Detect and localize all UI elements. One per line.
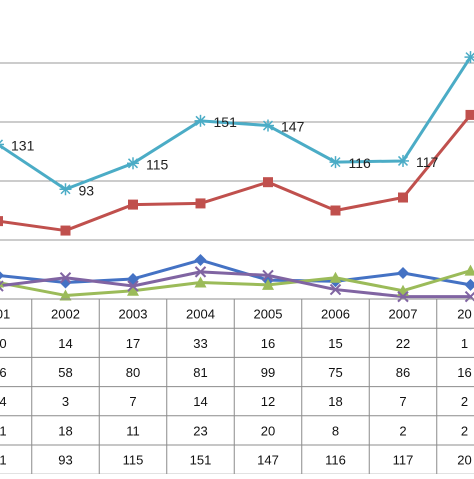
table-cell: 99 (261, 365, 275, 380)
star-marker (127, 157, 139, 169)
table-cell: 14 (193, 394, 207, 409)
table-cell: 14 (58, 336, 72, 351)
table-cell: 0 (0, 336, 7, 351)
square-marker (466, 110, 474, 120)
table-cell: 20 (261, 423, 275, 438)
square-marker (331, 206, 341, 216)
table-header-cell: 2003 (119, 307, 148, 322)
table-cell: 147 (257, 453, 279, 468)
square-marker (0, 216, 3, 226)
data-label: 93 (79, 182, 95, 198)
star-marker (330, 156, 342, 168)
table-header-cell: 2007 (389, 307, 418, 322)
data-table: 0120022003200420052006200720014173316152… (0, 299, 474, 474)
table-cell: 1 (0, 423, 7, 438)
data-label: 115 (146, 156, 169, 172)
data-label: 116 (349, 155, 372, 171)
table-header-cell: 01 (0, 307, 10, 322)
star-marker (60, 183, 72, 195)
table-header-cell: 20 (457, 307, 471, 322)
table-cell: 80 (126, 365, 140, 380)
table-cell: 33 (193, 336, 207, 351)
series-markers (0, 51, 474, 302)
table-cell: 8 (332, 423, 339, 438)
table-cell: 16 (457, 365, 471, 380)
star-marker (397, 155, 409, 167)
diamond-marker (0, 269, 4, 281)
table-cell: 115 (123, 453, 144, 468)
table-header-cell: 2004 (186, 307, 215, 322)
table-cell: 2 (399, 423, 406, 438)
table-header-cell: 2005 (254, 307, 283, 322)
table-cell: 86 (396, 365, 410, 380)
data-label: 117 (416, 154, 439, 170)
series-line (0, 115, 471, 231)
table-cell: 116 (325, 453, 346, 468)
table-cell: 151 (190, 453, 212, 468)
table-cell: 6 (0, 365, 7, 380)
series-lines (0, 57, 471, 297)
table-cell: 3 (62, 394, 69, 409)
table-cell: 22 (396, 336, 410, 351)
star-marker (262, 120, 274, 132)
table-cell: 12 (261, 394, 275, 409)
diamond-marker (465, 279, 474, 291)
table-cell: 18 (328, 394, 342, 409)
table-cell: 2 (461, 423, 468, 438)
triangle-marker (465, 265, 474, 276)
table-header-cell: 2006 (321, 307, 350, 322)
table-cell: 20 (457, 453, 471, 468)
table-cell: 17 (126, 336, 140, 351)
diamond-marker (195, 254, 207, 266)
table-cell: 23 (193, 423, 207, 438)
table-cell: 18 (58, 423, 72, 438)
table-cell: 7 (399, 394, 406, 409)
diamond-marker (397, 267, 409, 279)
square-marker (196, 198, 206, 208)
square-marker (61, 226, 71, 236)
data-label: 151 (214, 114, 238, 130)
table-cell: 15 (328, 336, 342, 351)
square-marker (398, 193, 408, 203)
table-cell: 58 (58, 365, 72, 380)
table-cell: 7 (129, 394, 136, 409)
table-cell: 2 (461, 394, 468, 409)
table-cell: 75 (328, 365, 342, 380)
table-cell: 1 (0, 453, 7, 468)
star-marker (195, 115, 207, 127)
table-cell: 93 (58, 453, 72, 468)
data-label: 147 (281, 119, 305, 135)
data-label: 131 (11, 137, 35, 153)
square-marker (263, 177, 273, 187)
table-cell: 117 (393, 453, 414, 468)
table-header-cell: 2002 (51, 307, 80, 322)
gridlines (0, 63, 474, 240)
table-cell: 81 (193, 365, 207, 380)
table-cell: 1 (461, 336, 468, 351)
table-cell: 11 (126, 423, 140, 438)
table-cell: 4 (0, 394, 7, 409)
table-cell: 16 (261, 336, 275, 351)
square-marker (128, 200, 138, 210)
